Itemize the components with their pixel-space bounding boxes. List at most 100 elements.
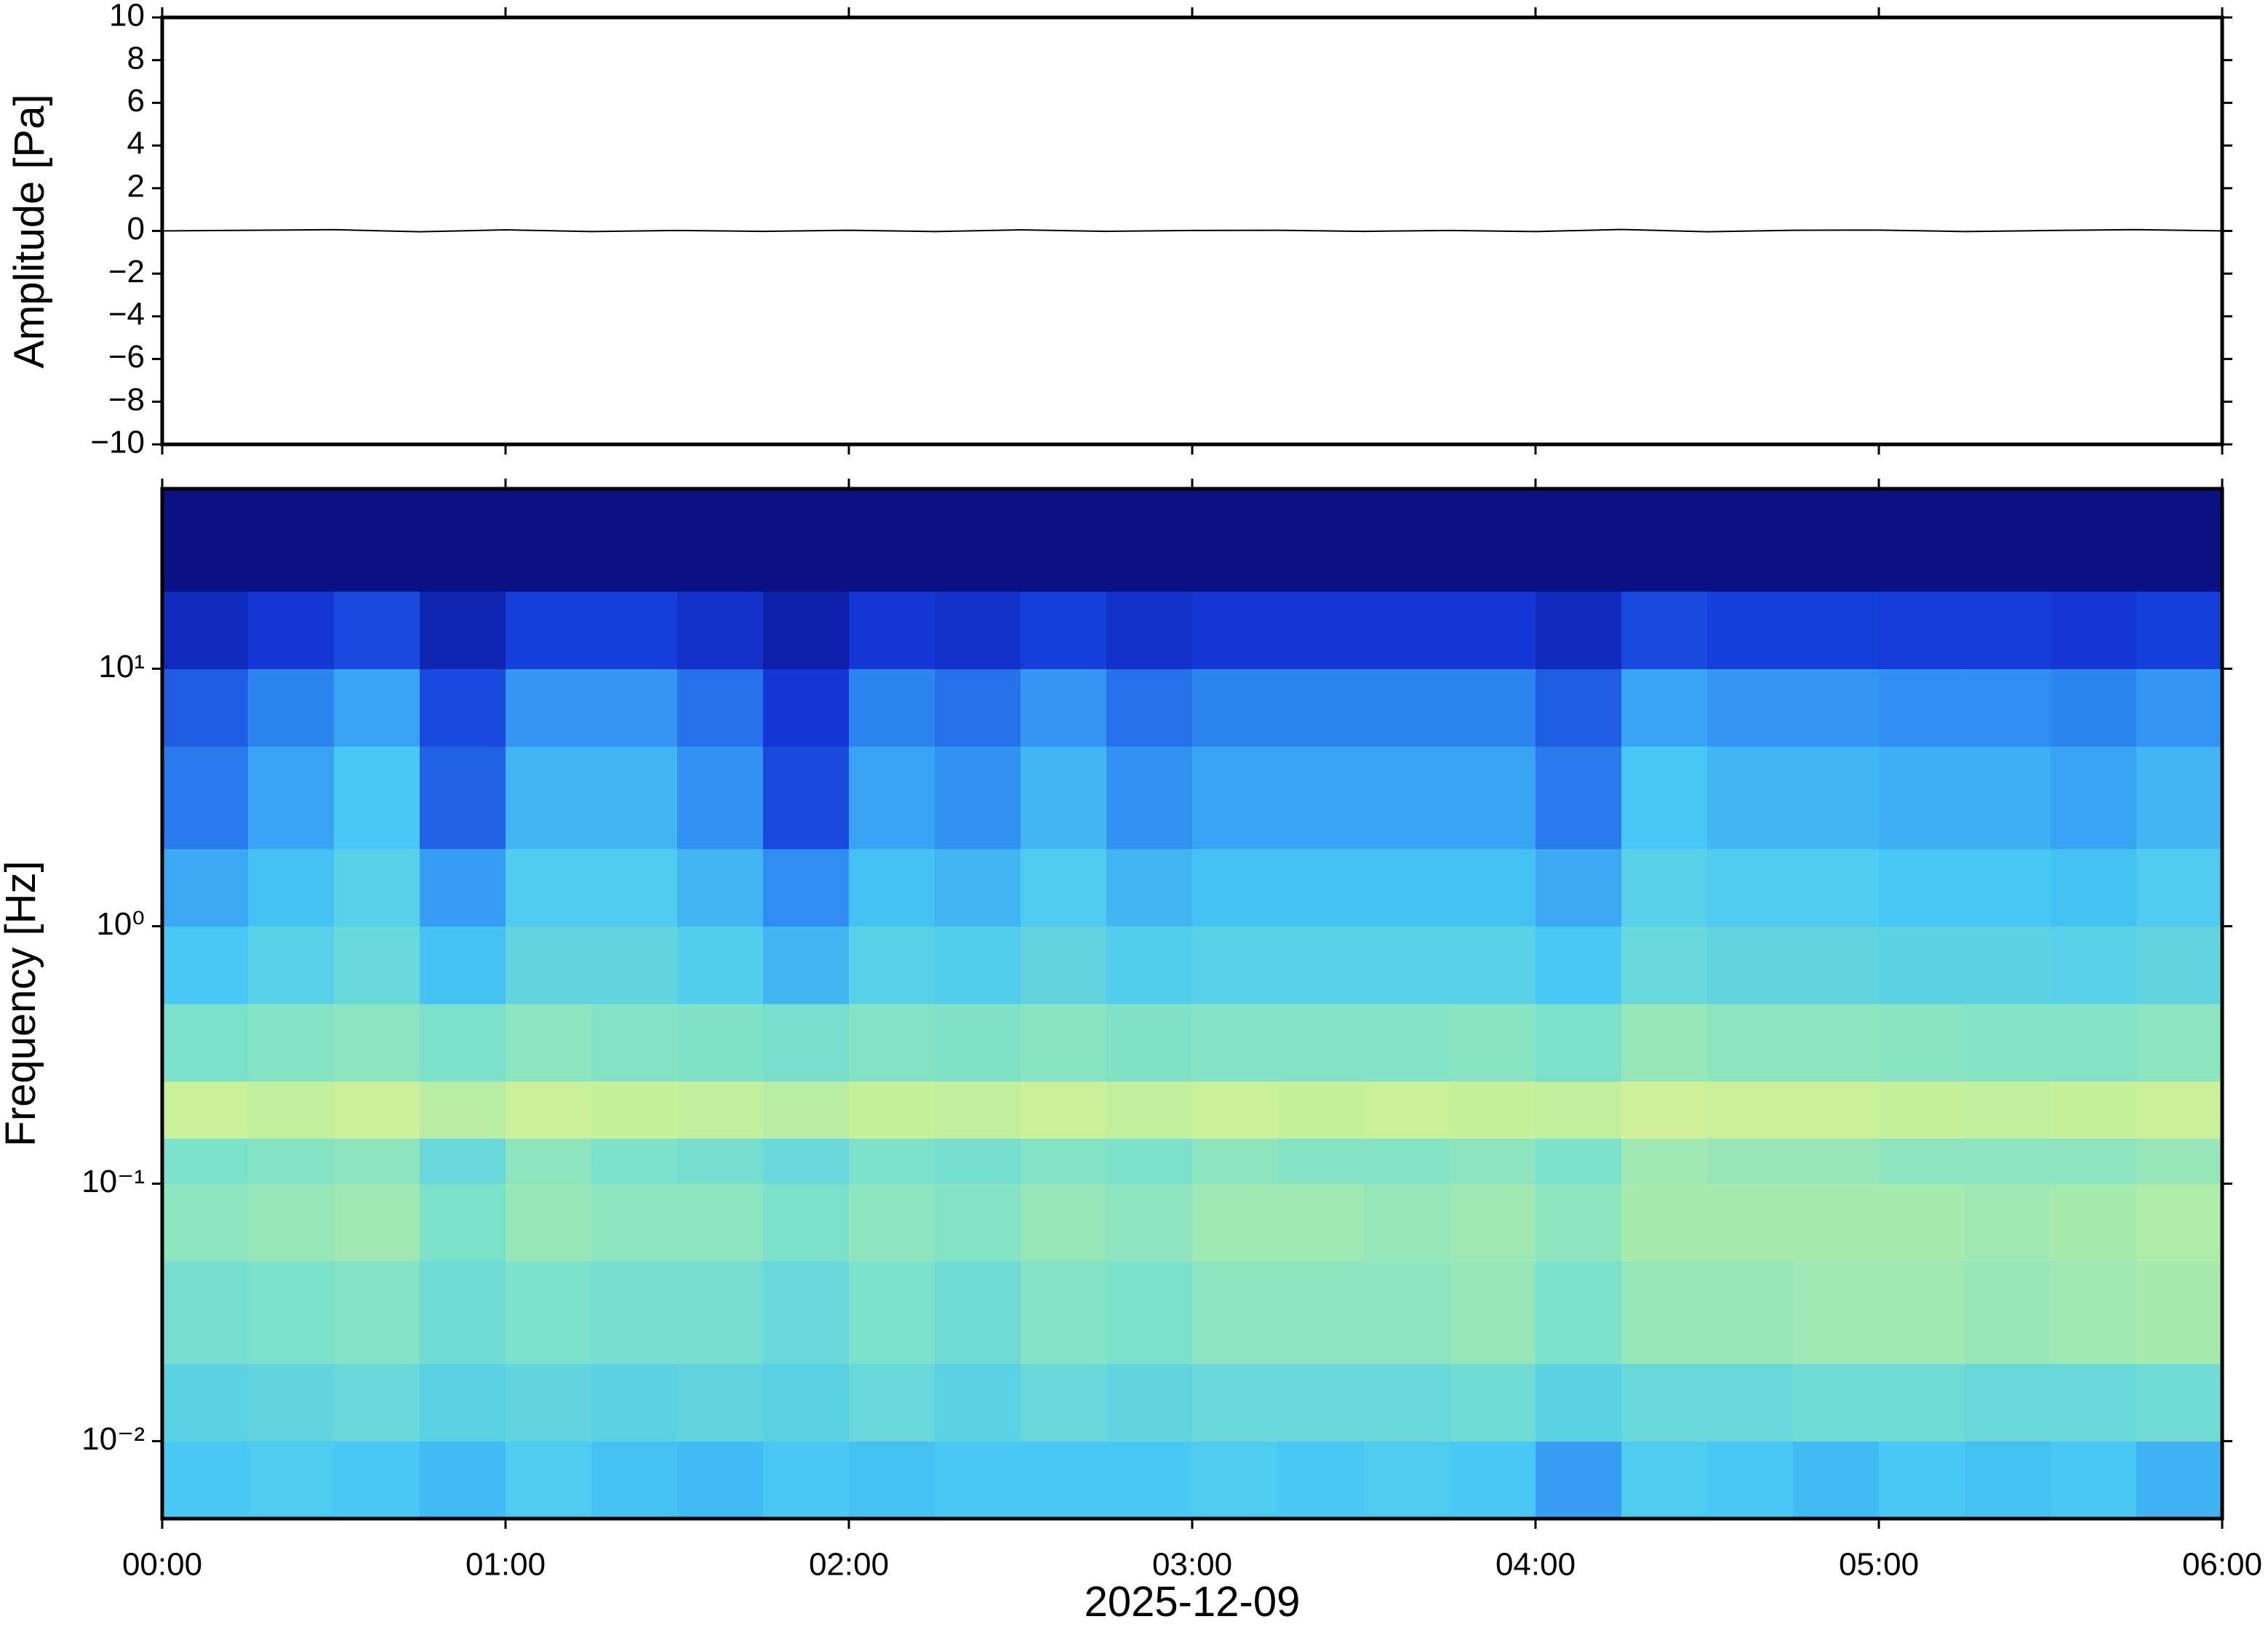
- spectrogram-cell: [1879, 926, 1965, 1004]
- spectrogram-cell: [1793, 746, 1880, 850]
- spectrogram-cell: [1021, 1138, 1107, 1185]
- spectrogram-cell: [849, 1261, 935, 1364]
- spectrogram-cell: [1621, 591, 1708, 670]
- spectrogram-cell: [248, 591, 335, 670]
- spectrogram-cell: [1021, 1441, 1107, 1519]
- spectrogram-cell: [1106, 1004, 1193, 1082]
- spectrogram-cell: [591, 591, 678, 670]
- spectrogram-cell: [1364, 591, 1450, 670]
- spectrogram-cell: [420, 1138, 506, 1185]
- spectrogram-cell: [677, 1363, 764, 1442]
- spectrogram-cell: [2051, 1441, 2137, 1519]
- spectrogram-cell: [1021, 1183, 1107, 1262]
- spectrogram-cell: [1965, 1081, 2051, 1139]
- spectrogram-cell: [2051, 1261, 2137, 1364]
- spectrogram-cell: [1192, 1261, 1279, 1364]
- spectrogram-cell: [506, 489, 592, 592]
- spectrogram-cell: [1793, 1441, 1880, 1519]
- y-tick-label: 10⁻¹: [81, 1164, 145, 1199]
- spectrogram-cell: [1621, 1363, 1708, 1442]
- spectrogram-cell: [1364, 489, 1450, 592]
- spectrogram-cell: [1021, 1081, 1107, 1139]
- spectrogram-cell: [1965, 746, 2051, 850]
- spectrogram-cell: [1621, 1441, 1708, 1519]
- spectrogram-cell: [849, 1363, 935, 1442]
- spectrogram-cell: [248, 746, 335, 850]
- spectrogram-cell: [763, 1004, 850, 1082]
- spectrogram-cell: [506, 746, 592, 850]
- y-tick-label: 10: [109, 0, 145, 33]
- spectrogram-cell: [2051, 591, 2137, 670]
- amplitude-axis-title: Amplitude [Pa]: [6, 94, 53, 368]
- spectrogram-cell: [1450, 1261, 1536, 1364]
- spectrogram-cell: [1536, 848, 1622, 927]
- spectrogram-cell: [2051, 1183, 2137, 1262]
- spectrogram-cell: [162, 1441, 249, 1519]
- spectrogram-cell: [248, 1081, 335, 1139]
- spectrogram-cell: [420, 1183, 506, 1262]
- spectrogram-cell: [1450, 848, 1536, 927]
- spectrogram-cell: [162, 926, 249, 1004]
- spectrogram-cell: [2136, 1081, 2223, 1139]
- spectrogram-cell: [506, 1261, 592, 1364]
- spectrogram-cell: [1450, 746, 1536, 850]
- spectrogram-cell: [1364, 926, 1450, 1004]
- spectrogram-cell: [1879, 489, 1965, 592]
- spectrogram-cell: [763, 1081, 850, 1139]
- spectrogram-cell: [763, 746, 850, 850]
- spectrogram-cell: [162, 1363, 249, 1442]
- spectrogram-cell: [420, 1081, 506, 1139]
- spectrogram-cell: [935, 746, 1021, 850]
- y-tick-label: −4: [108, 297, 145, 332]
- spectrogram-cell: [2051, 848, 2137, 927]
- spectrogram-cell: [1536, 1261, 1622, 1364]
- spectrogram-cell: [420, 848, 506, 927]
- spectrogram-cell: [849, 1183, 935, 1262]
- spectrogram-cell: [1278, 1441, 1365, 1519]
- spectrogram-cell: [1793, 1081, 1880, 1139]
- spectrogram-cell: [1536, 668, 1622, 747]
- spectrogram-cell: [2136, 848, 2223, 927]
- spectrogram-cell: [1536, 489, 1622, 592]
- spectrogram-cell: [677, 1183, 764, 1262]
- x-tick-label: 05:00: [1839, 1547, 1919, 1583]
- spectrogram-cell: [763, 1138, 850, 1185]
- spectrogram-cell: [334, 1138, 420, 1185]
- spectrogram-cell: [1879, 668, 1965, 747]
- spectrogram-cell: [677, 926, 764, 1004]
- spectrogram-cell: [506, 926, 592, 1004]
- spectrogram-cell: [1278, 848, 1365, 927]
- spectrogram-cell: [591, 1138, 678, 1185]
- spectrogram-cell: [506, 1081, 592, 1139]
- spectrogram-cell: [2051, 746, 2137, 850]
- spectrogram-cell: [1192, 489, 1279, 592]
- spectrogram-cell: [1879, 1183, 1965, 1262]
- spectrogram-cell: [1106, 1441, 1193, 1519]
- spectrogram-cell: [1021, 489, 1107, 592]
- spectrogram-cell: [1192, 746, 1279, 850]
- spectrogram-cell: [1364, 1138, 1450, 1185]
- spectrogram-cell: [420, 489, 506, 592]
- spectrogram-cell: [2136, 489, 2223, 592]
- spectrogram-cell: [935, 926, 1021, 1004]
- spectrogram-cell: [506, 1183, 592, 1262]
- spectrogram-cell: [1278, 668, 1365, 747]
- spectrogram-cell: [677, 591, 764, 670]
- spectrogram-cell: [1278, 1004, 1365, 1082]
- x-axis-title: 2025-12-09: [1085, 1578, 1301, 1623]
- spectrogram-cell: [1278, 746, 1365, 850]
- spectrogram-cell: [1793, 591, 1880, 670]
- spectrogram-cell: [162, 489, 249, 592]
- spectrogram-cell: [1450, 1081, 1536, 1139]
- spectrogram-cell: [1536, 746, 1622, 850]
- spectrogram-cell: [2136, 1363, 2223, 1442]
- spectrogram-cell: [1021, 926, 1107, 1004]
- spectrogram-cell: [420, 1004, 506, 1082]
- spectrogram-cell: [334, 1183, 420, 1262]
- spectrogram-cell: [935, 489, 1021, 592]
- spectrogram-cell: [677, 489, 764, 592]
- spectrogram-cell: [2136, 1441, 2223, 1519]
- spectrogram-cell: [1621, 489, 1708, 592]
- spectrogram-frame: [160, 487, 2224, 1521]
- spectrogram-cell: [248, 1004, 335, 1082]
